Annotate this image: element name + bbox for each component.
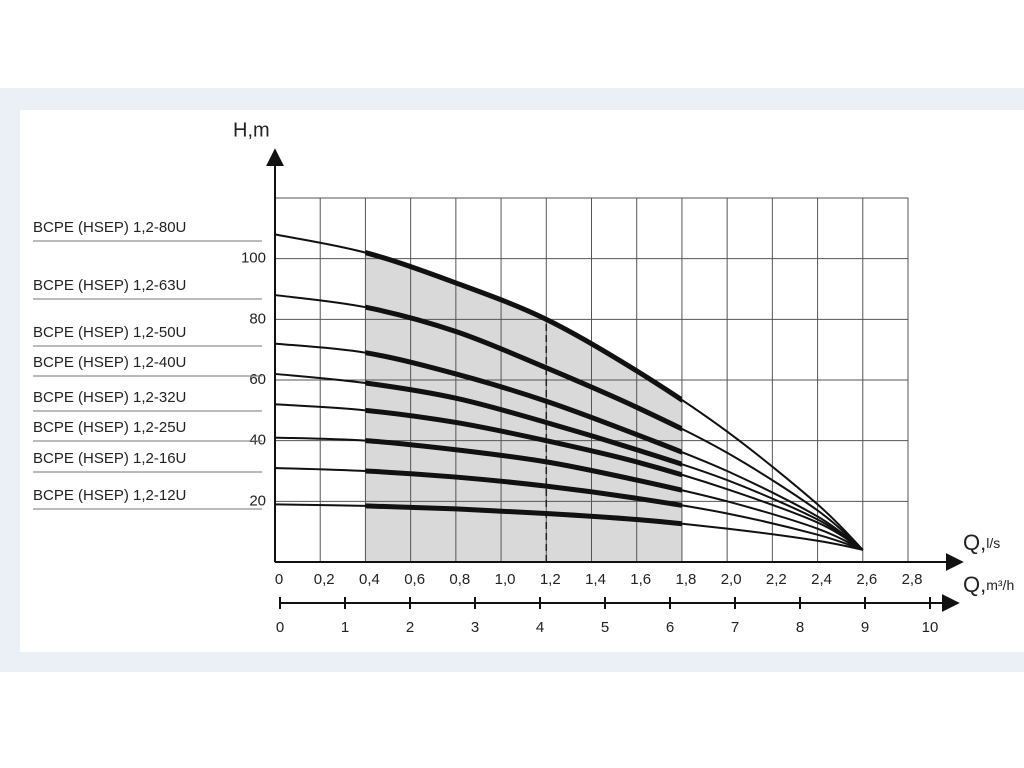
y-tick-label: 80	[249, 310, 266, 327]
x2-tick-label: 3	[471, 619, 479, 636]
legend-label: BCPE (HSEP) 1,2-16U	[33, 450, 186, 467]
pump-curve-working-range	[365, 468, 682, 508]
x2-tick-label: 10	[922, 619, 939, 636]
legend-label: BCPE (HSEP) 1,2-12U	[33, 487, 186, 504]
pump-curve-working-range	[365, 438, 682, 493]
x2-axis-label-unit: m³/h	[986, 577, 1014, 593]
x-tick-label: 2,2	[766, 571, 787, 588]
legend-label: BCPE (HSEP) 1,2-32U	[33, 389, 186, 406]
legend-label: BCPE (HSEP) 1,2-63U	[33, 277, 186, 294]
x2-tick-label: 4	[536, 619, 544, 636]
pump-curve-working-range	[365, 250, 682, 403]
x-tick-label: 1,8	[675, 571, 696, 588]
legend-label: BCPE (HSEP) 1,2-25U	[33, 419, 186, 436]
x-tick-label: 2,0	[721, 571, 742, 588]
x-tick-label: 0,8	[449, 571, 470, 588]
x-tick-label: 0	[275, 571, 283, 588]
legend-label: BCPE (HSEP) 1,2-80U	[33, 219, 186, 236]
x2-tick-label: 8	[796, 619, 804, 636]
x-tick-label: 2,4	[811, 571, 832, 588]
x-tick-label: 0,6	[404, 571, 425, 588]
x2-tick-label: 5	[601, 619, 609, 636]
pump-curve-working-range	[365, 407, 682, 478]
pump-curve-working-range	[365, 350, 682, 455]
x2-tick-label: 2	[406, 619, 414, 636]
x2-tick-label: 7	[731, 619, 739, 636]
x2-tick-label: 0	[276, 619, 284, 636]
legend-label: BCPE (HSEP) 1,2-50U	[33, 324, 186, 341]
x-axis-label: Q,l/s	[963, 530, 1000, 555]
x-tick-label: 2,6	[856, 571, 877, 588]
x-tick-label: 1,2	[540, 571, 561, 588]
x2-axis-label-main: Q,	[963, 572, 986, 597]
x-tick-label: 1,6	[630, 571, 651, 588]
y-tick-label: 100	[241, 250, 266, 267]
x2-tick-label: 6	[666, 619, 674, 636]
x-tick-label: 1,4	[585, 571, 606, 588]
y-axis-label: H,m	[233, 119, 270, 141]
x-axis-label-unit: l/s	[986, 535, 1000, 551]
x-tick-label: 1,0	[495, 571, 516, 588]
y-tick-label: 40	[249, 432, 266, 449]
x2-tick-label: 1	[341, 619, 349, 636]
pump-curve-working-range	[365, 304, 682, 432]
x2-tick-label: 9	[861, 619, 869, 636]
pump-curve-working-range	[365, 380, 682, 467]
x-tick-label: 0,4	[359, 571, 380, 588]
y-tick-label: 20	[249, 492, 266, 509]
x-axis-label-main: Q,	[963, 530, 986, 555]
y-tick-label: 60	[249, 371, 266, 388]
pump-curve-working-range	[365, 503, 682, 527]
legend-label: BCPE (HSEP) 1,2-40U	[33, 354, 186, 371]
x2-axis-label: Q,m³/h	[963, 572, 1014, 597]
x-tick-label: 2,8	[902, 571, 923, 588]
x-tick-label: 0,2	[314, 571, 335, 588]
